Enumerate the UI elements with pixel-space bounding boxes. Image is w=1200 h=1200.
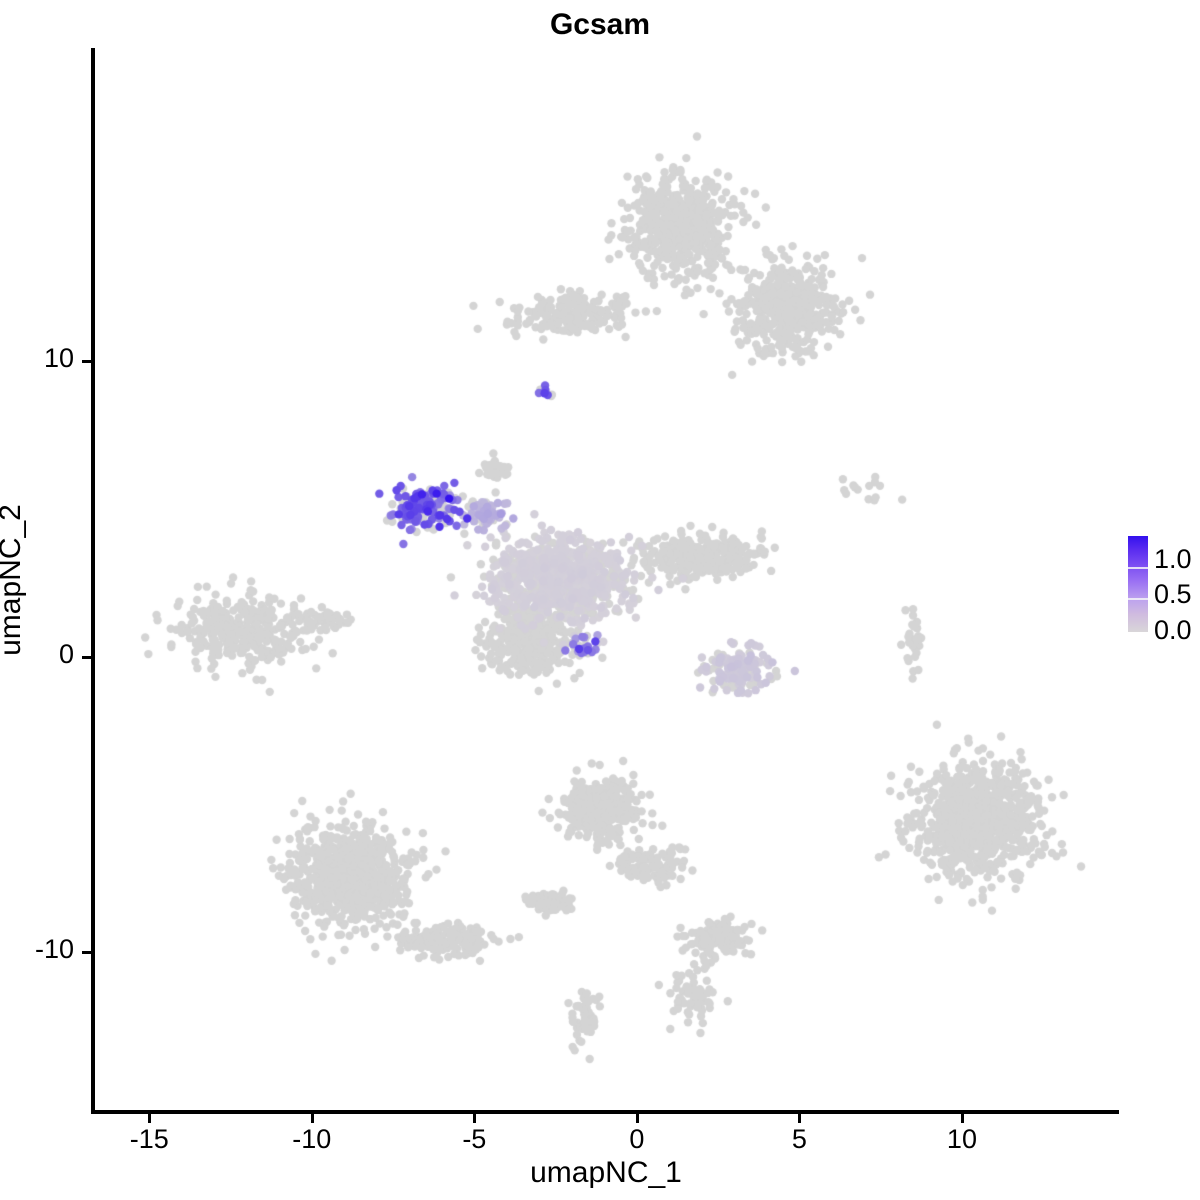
y-axis-line <box>91 48 95 1114</box>
x-tick-label: -10 <box>292 1124 332 1154</box>
legend-tick-label: 0.5 <box>1154 579 1192 610</box>
legend-tick-label: 1.0 <box>1154 543 1192 574</box>
x-tick-label: 10 <box>946 1124 977 1154</box>
y-tick-label: -10 <box>34 934 74 965</box>
x-tick-mark <box>148 1114 152 1123</box>
legend-tick-label: 0.0 <box>1154 615 1192 645</box>
x-tick-label: -15 <box>129 1124 169 1154</box>
y-tick-label: 10 <box>43 343 74 374</box>
legend-tickmark <box>1128 598 1148 600</box>
x-tick-mark <box>635 1114 639 1123</box>
x-tick-mark <box>798 1114 802 1123</box>
x-axis-title: umapNC_1 <box>530 1156 682 1189</box>
x-tick-mark <box>310 1114 314 1123</box>
x-tick-mark <box>960 1114 964 1123</box>
x-tick-label: 0 <box>629 1124 645 1154</box>
y-tick-mark <box>82 360 91 364</box>
x-axis-line <box>91 1110 1119 1114</box>
legend-tickmark <box>1128 567 1148 569</box>
y-axis-title: umapNC_2 <box>0 504 27 656</box>
y-tick-label: 0 <box>58 638 74 669</box>
color-legend-gradient-bar <box>1128 536 1148 632</box>
x-tick-mark <box>473 1114 477 1123</box>
page-title: Gcsam <box>549 8 651 41</box>
color-legend: 1.0 0.5 0.0 <box>1128 536 1194 645</box>
y-tick-mark <box>82 951 91 955</box>
y-tick-mark <box>82 655 91 659</box>
x-tick-label: 5 <box>791 1124 807 1154</box>
x-tick-label: -5 <box>462 1124 487 1154</box>
